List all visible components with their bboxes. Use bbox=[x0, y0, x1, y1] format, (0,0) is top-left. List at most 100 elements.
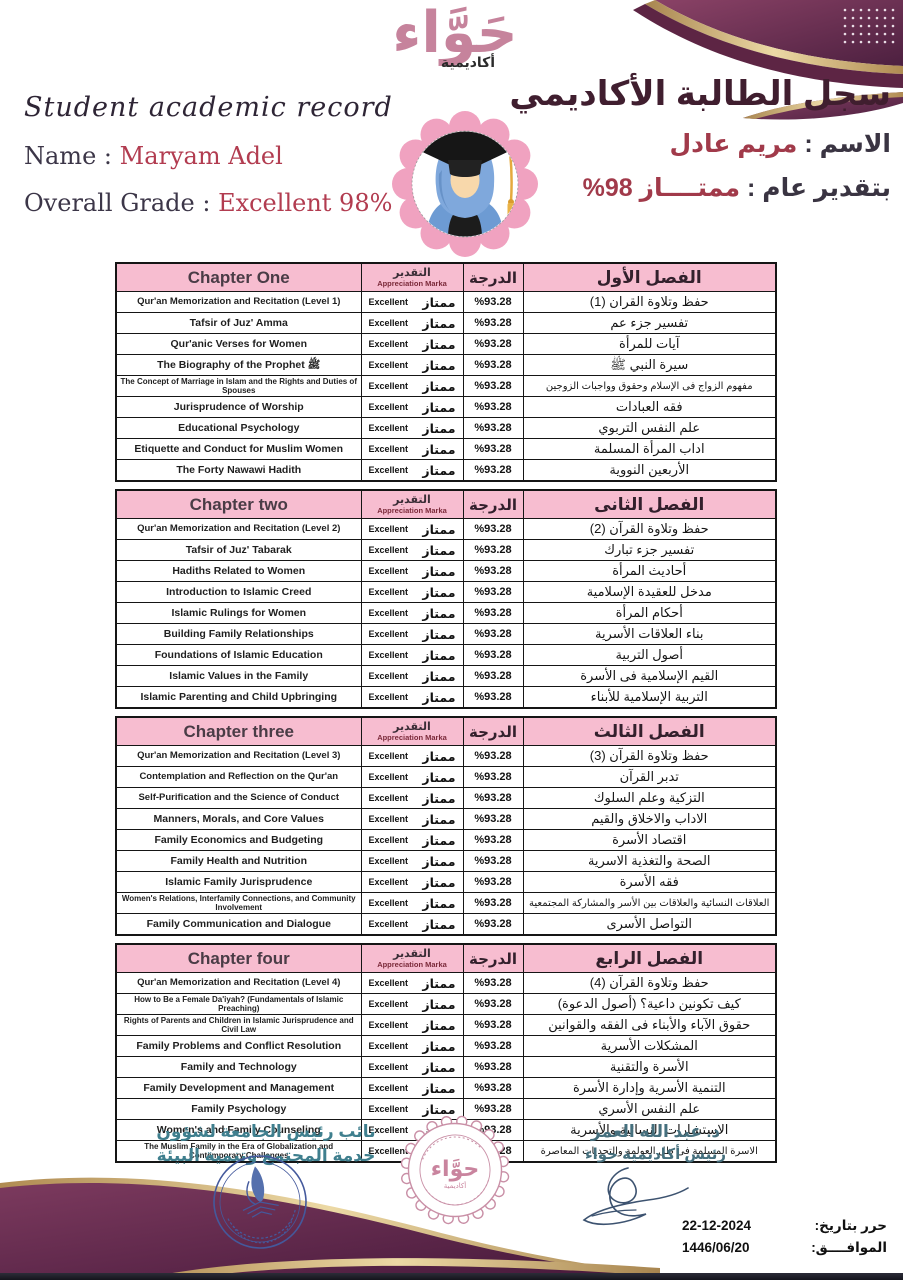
name-label-en: Name : bbox=[24, 142, 120, 170]
grade-cell: %93.28 bbox=[462, 850, 524, 872]
subject-row: Manners, Morals, and Core Values Excelle… bbox=[115, 808, 777, 830]
subject-name-ar: بناء العلاقات الأسرية bbox=[522, 623, 777, 645]
appreciation-header-en: Appreciation Marka bbox=[377, 959, 447, 969]
grade-header: الدرجة bbox=[462, 716, 524, 746]
appreciation-en: Excellent bbox=[368, 297, 409, 307]
subject-name-ar: علم النفس الأسري bbox=[522, 1098, 777, 1120]
subject-name-en: Islamic Family Jurisprudence bbox=[115, 871, 362, 893]
appreciation-ar: ممتاز bbox=[422, 522, 456, 537]
appreciation-cell: Excellent ممتاز bbox=[360, 766, 464, 788]
subject-name-ar: حقوق الآباء والأبناء فى الفقه والقوانين bbox=[522, 1014, 777, 1036]
subject-name-en: Etiquette and Conduct for Muslim Women bbox=[115, 438, 362, 460]
subject-row: The Muslim Family in the Era of Globaliz… bbox=[115, 1140, 777, 1163]
table-header-row: Chapter four التقدير Appreciation Marka … bbox=[115, 943, 777, 973]
appreciation-cell: Excellent ممتاز bbox=[360, 913, 464, 936]
table-header-row: Chapter One التقدير Appreciation Marka ا… bbox=[115, 262, 777, 292]
appreciation-en: Excellent bbox=[368, 898, 409, 908]
logo-wordmark: حَوَّاء bbox=[392, 0, 518, 66]
subject-row: Hadiths Related to Women Excellent ممتاز … bbox=[115, 560, 777, 582]
subject-name-en: Islamic Rulings for Women bbox=[115, 602, 362, 624]
grade-cell: %93.28 bbox=[462, 560, 524, 582]
appreciation-ar: ممتاز bbox=[422, 543, 456, 558]
subject-name-en: The Biography of the Prophet ﷺ bbox=[115, 354, 362, 376]
appreciation-cell: Excellent ممتاز bbox=[360, 644, 464, 666]
name-value-en: Maryam Adel bbox=[119, 142, 283, 170]
grade-cell: %93.28 bbox=[462, 913, 524, 936]
english-header-block: Student academic record Name : Maryam Ad… bbox=[24, 92, 392, 217]
appreciation-ar: ممتاز bbox=[422, 669, 456, 684]
appreciation-en: Excellent bbox=[368, 423, 409, 433]
subject-row: Islamic Family Jurisprudence Excellent مم… bbox=[115, 871, 777, 893]
chapter-table-2: Chapter two التقدير Appreciation Marka ا… bbox=[115, 489, 777, 709]
student-name-ar: الاسم : مريم عادل bbox=[551, 129, 891, 159]
grade-header: الدرجة bbox=[462, 489, 524, 519]
appreciation-en: Excellent bbox=[368, 1020, 409, 1030]
appreciation-header-ar: التقدير bbox=[393, 947, 431, 960]
subject-name-en: Foundations of Islamic Education bbox=[115, 644, 362, 666]
subject-name-ar: أحاديث المرأة bbox=[522, 560, 777, 582]
subject-name-ar: تدبر القرآن bbox=[522, 766, 777, 788]
subject-name-ar: تفسير جزء تبارك bbox=[522, 539, 777, 561]
appreciation-en: Excellent bbox=[368, 318, 409, 328]
subject-row: Qur'an Memorization and Recitation (Leve… bbox=[115, 972, 777, 994]
appreciation-ar: ممتاز bbox=[422, 896, 456, 911]
subject-name-en: Introduction to Islamic Creed bbox=[115, 581, 362, 603]
signature-icon bbox=[582, 1167, 689, 1226]
appreciation-header-ar: التقدير bbox=[393, 266, 431, 279]
overall-grade-en: Overall Grade : Excellent 98% bbox=[24, 189, 392, 217]
subject-row: Foundations of Islamic Education Excelle… bbox=[115, 644, 777, 666]
appreciation-ar: ممتاز bbox=[422, 564, 456, 579]
subject-name-en: Family Communication and Dialogue bbox=[115, 913, 362, 936]
subject-row: Introduction to Islamic Creed Excellent م… bbox=[115, 581, 777, 603]
appreciation-cell: Excellent ممتاز bbox=[360, 850, 464, 872]
subject-name-en: The Forty Nawawi Hadith bbox=[115, 459, 362, 482]
subject-row: The Concept of Marriage in Islam and the… bbox=[115, 375, 777, 397]
subject-row: Self-Purification and the Science of Con… bbox=[115, 787, 777, 809]
signer-name: د. عبد الله العمر bbox=[590, 1122, 721, 1141]
appreciation-ar: ممتاز bbox=[422, 976, 456, 991]
subject-name-en: Tafsir of Juz' Tabarak bbox=[115, 539, 362, 561]
subject-name-ar: فقه الأسرة bbox=[522, 871, 777, 893]
appreciation-en: Excellent bbox=[368, 999, 409, 1009]
appreciation-cell: Excellent ممتاز bbox=[360, 602, 464, 624]
subject-name-ar: أحكام المرأة bbox=[522, 602, 777, 624]
hijri-date-row: الموافــــق: 1446/06/20 bbox=[682, 1240, 887, 1256]
appreciation-en: Excellent bbox=[368, 339, 409, 349]
appreciation-header-en: Appreciation Marka bbox=[377, 505, 447, 515]
chapter-title-ar: الفصل الثانى bbox=[522, 489, 777, 519]
subject-name-ar: المشكلات الأسرية bbox=[522, 1035, 777, 1057]
subject-row: The Forty Nawawi Hadith Excellent ممتاز %… bbox=[115, 459, 777, 482]
appreciation-en: Excellent bbox=[368, 772, 409, 782]
appreciation-ar: ممتاز bbox=[422, 1081, 456, 1096]
appreciation-header: التقدير Appreciation Marka bbox=[360, 262, 464, 292]
grade-cell: %93.28 bbox=[462, 644, 524, 666]
issued-date-value: 22-12-2024 bbox=[682, 1218, 752, 1233]
subject-name-en: Self-Purification and the Science of Con… bbox=[115, 787, 362, 809]
record-title-ar: سجل الطالبة الأكاديمي bbox=[509, 75, 891, 113]
subject-name-en: Tafsir of Juz' Amma bbox=[115, 312, 362, 334]
appreciation-ar: ممتاز bbox=[422, 812, 456, 827]
grade-cell: %93.28 bbox=[462, 417, 524, 439]
subject-name-ar: التزكية وعلم السلوك bbox=[522, 787, 777, 809]
subject-row: Qur'an Memorization and Recitation (Leve… bbox=[115, 518, 777, 540]
appreciation-en: Excellent bbox=[368, 545, 409, 555]
grade-cell: %93.28 bbox=[462, 375, 524, 397]
appreciation-ar: ممتاز bbox=[422, 316, 456, 331]
subject-row: Etiquette and Conduct for Muslim Women E… bbox=[115, 438, 777, 460]
appreciation-ar: ممتاز bbox=[422, 1060, 456, 1075]
appreciation-en: Excellent bbox=[368, 1146, 409, 1156]
chapter-table-3: Chapter three التقدير Appreciation Marka… bbox=[115, 716, 777, 936]
appreciation-en: Excellent bbox=[368, 1062, 409, 1072]
appreciation-ar: ممتاز bbox=[422, 1102, 456, 1117]
subject-name-en: How to Be a Female Da'iyah? (Fundamental… bbox=[115, 993, 362, 1015]
grade-cell: %93.28 bbox=[462, 539, 524, 561]
subject-name-en: Family and Technology bbox=[115, 1056, 362, 1078]
hawaa-stamp-icon: حوَّاء أكاديمية bbox=[400, 1115, 510, 1225]
chapter-title-en: Chapter two bbox=[115, 489, 362, 519]
appreciation-en: Excellent bbox=[368, 1104, 409, 1114]
subject-row: Building Family Relationships Excellent م… bbox=[115, 623, 777, 645]
appreciation-ar: ممتاز bbox=[422, 854, 456, 869]
graduate-avatar bbox=[392, 111, 538, 257]
hijri-date-label: الموافــــق: bbox=[811, 1240, 887, 1255]
subject-name-en: Educational Psychology bbox=[115, 417, 362, 439]
